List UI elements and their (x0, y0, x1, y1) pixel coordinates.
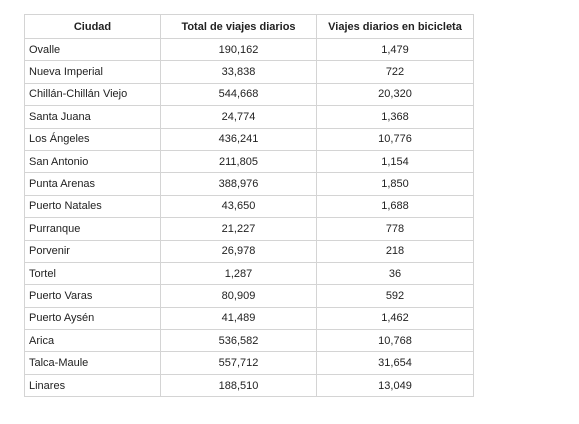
number-cell: 20,320 (316, 82, 474, 107)
table-row: Porvenir 26,978 218 (24, 239, 474, 263)
number-cell: 188,510 (160, 373, 317, 398)
table-row: Nueva Imperial 33,838 722 (24, 60, 474, 84)
city-cell: Tortel (24, 261, 161, 286)
number-cell: 722 (316, 60, 474, 84)
city-cell: Santa Juana (24, 105, 161, 129)
header-row: Ciudad Total de viajes diarios Viajes diar… (24, 14, 474, 39)
number-cell: 557,712 (160, 351, 317, 375)
number-cell: 592 (316, 284, 474, 308)
number-cell: 388,976 (160, 172, 317, 196)
number-cell: 1,850 (316, 172, 474, 196)
number-cell: 21,227 (160, 217, 317, 241)
city-cell: Arica (24, 329, 161, 353)
number-cell: 536,582 (160, 329, 317, 353)
table-row: San Antonio 211,805 1,154 (24, 149, 474, 174)
city-cell: Puerto Varas (24, 284, 161, 308)
number-cell: 10,768 (316, 329, 474, 353)
table-row: Tortel 1,287 36 (24, 261, 474, 286)
number-cell: 1,479 (316, 37, 474, 62)
number-cell: 436,241 (160, 127, 317, 151)
number-cell: 26,978 (160, 239, 317, 263)
city-cell: Chillán-Chillán Viejo (24, 82, 161, 107)
number-cell: 218 (316, 239, 474, 263)
city-cell: Ovalle (24, 37, 161, 62)
number-cell: 33,838 (160, 60, 317, 84)
number-cell: 1,688 (316, 194, 474, 219)
number-cell: 190,162 (160, 37, 317, 62)
table-row: Puerto Natales 43,650 1,688 (24, 194, 474, 219)
number-cell: 1,287 (160, 261, 317, 286)
number-cell: 31,654 (316, 351, 474, 375)
city-cell: San Antonio (24, 149, 161, 174)
table-row: Linares 188,510 13,049 (24, 373, 474, 398)
number-cell: 211,805 (160, 149, 317, 174)
city-cell: Puerto Natales (24, 194, 161, 219)
header-cell: Ciudad (24, 14, 161, 39)
city-cell: Talca-Maule (24, 351, 161, 375)
city-cell: Punta Arenas (24, 172, 161, 196)
table-row: Purranque 21,227 778 (24, 217, 474, 241)
table-body: Ovalle 190,162 1,479 Nueva Imperial 33,838 72… (24, 37, 474, 398)
city-cell: Linares (24, 373, 161, 398)
table-row: Santa Juana 24,774 1,368 (24, 105, 474, 129)
number-cell: 43,650 (160, 194, 317, 219)
number-cell: 24,774 (160, 105, 317, 129)
table-row: Chillán-Chillán Viejo 544,668 20,320 (24, 82, 474, 107)
number-cell: 41,489 (160, 306, 317, 331)
table-row: Punta Arenas 388,976 1,850 (24, 172, 474, 196)
number-cell: 544,668 (160, 82, 317, 107)
data-table: Ciudad Total de viajes diarios Viajes diar… (24, 14, 474, 398)
number-cell: 36 (316, 261, 474, 286)
number-cell: 1,462 (316, 306, 474, 331)
header-cell: Viajes diarios en bicicleta (316, 14, 474, 39)
number-cell: 1,154 (316, 149, 474, 174)
number-cell: 10,776 (316, 127, 474, 151)
number-cell: 778 (316, 217, 474, 241)
city-cell: Los Ángeles (24, 127, 161, 151)
header-cell: Total de viajes diarios (160, 14, 317, 39)
number-cell: 1,368 (316, 105, 474, 129)
city-cell: Puerto Aysén (24, 306, 161, 331)
table-row: Puerto Varas 80,909 592 (24, 284, 474, 308)
table-row: Puerto Aysén 41,489 1,462 (24, 306, 474, 331)
number-cell: 13,049 (316, 373, 474, 398)
table-row: Arica 536,582 10,768 (24, 329, 474, 353)
city-cell: Porvenir (24, 239, 161, 263)
table-row: Talca-Maule 557,712 31,654 (24, 351, 474, 375)
city-cell: Nueva Imperial (24, 60, 161, 84)
city-cell: Purranque (24, 217, 161, 241)
table-row: Los Ángeles 436,241 10,776 (24, 127, 474, 151)
table-row: Ovalle 190,162 1,479 (24, 37, 474, 62)
number-cell: 80,909 (160, 284, 317, 308)
